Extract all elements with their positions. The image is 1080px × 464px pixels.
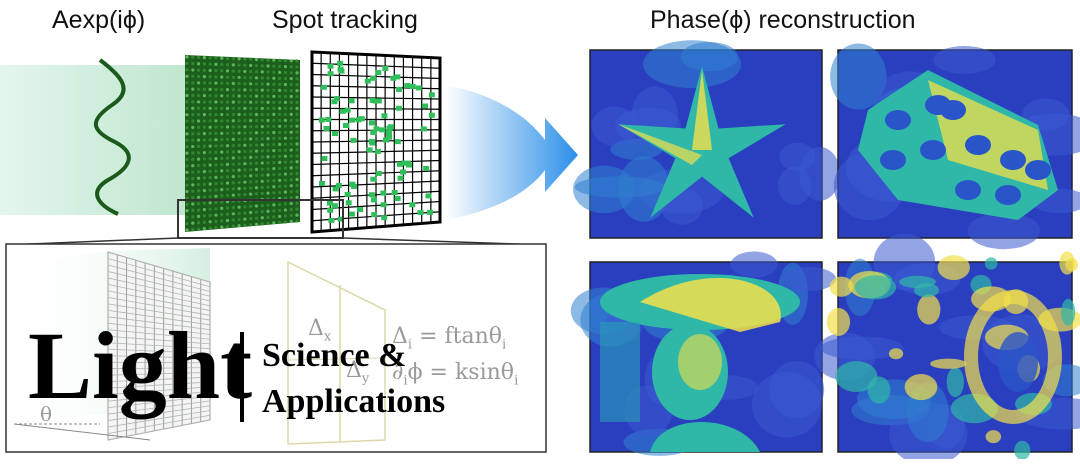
delta-x: Δx bbox=[308, 316, 332, 345]
field-label: Aexp(iϕ) bbox=[52, 6, 146, 34]
zoom-box bbox=[177, 199, 344, 239]
inset-lenslets bbox=[107, 251, 211, 441]
wave-icon bbox=[93, 58, 131, 216]
spot-tracking-label: Spot tracking bbox=[272, 6, 418, 34]
phase-panel bbox=[570, 251, 837, 456]
reconstruction-label: Phase(ϕ) reconstruction bbox=[650, 6, 916, 34]
equation-1: Δi = ftanθi bbox=[392, 324, 507, 353]
phase-panel bbox=[573, 40, 841, 239]
detector-grid bbox=[310, 50, 442, 234]
beam bbox=[0, 65, 190, 215]
equation-2: ∂iϕ = ksinθi bbox=[392, 360, 519, 389]
logo-line-2: Applications bbox=[262, 383, 446, 420]
phase-panel bbox=[814, 233, 1080, 464]
logo-divider bbox=[240, 332, 244, 422]
lenslet-array bbox=[185, 55, 300, 232]
theta-label: θ bbox=[40, 402, 53, 426]
inset-detector bbox=[287, 260, 386, 445]
logo-light: Light bbox=[28, 312, 253, 419]
delta-y: Δy bbox=[346, 358, 370, 387]
arrow-icon bbox=[445, 85, 578, 220]
phase-panel bbox=[830, 43, 1080, 250]
logo-line-1: Science & bbox=[262, 337, 407, 374]
